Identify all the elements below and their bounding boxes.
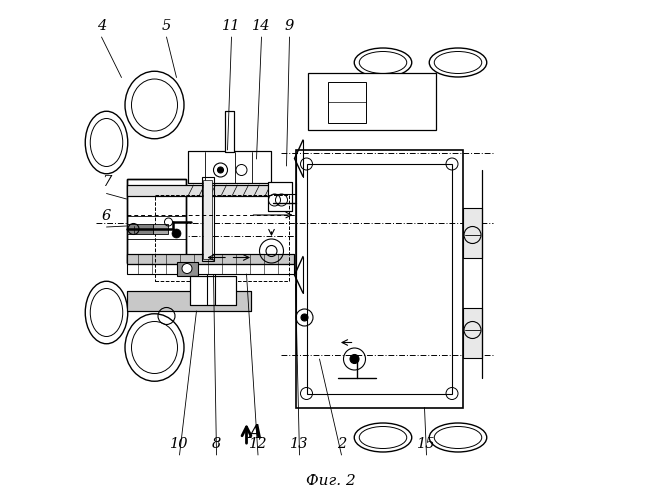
Bar [463, 208, 482, 258]
Bar [126, 291, 251, 311]
Text: 14: 14 [253, 19, 271, 33]
Bar [126, 264, 294, 274]
Bar [126, 291, 251, 311]
Bar [202, 177, 214, 261]
Bar [463, 308, 482, 358]
Text: 13: 13 [290, 437, 309, 451]
Bar [295, 150, 463, 407]
Circle shape [182, 264, 192, 274]
Bar [153, 224, 168, 234]
Bar [268, 182, 292, 211]
Bar [126, 178, 186, 262]
Bar [190, 276, 235, 305]
Bar [126, 185, 286, 196]
Circle shape [172, 229, 181, 238]
Bar [225, 110, 233, 152]
Bar [203, 180, 212, 259]
Text: 15: 15 [417, 437, 436, 451]
Circle shape [217, 167, 223, 173]
Text: Фиг. 2: Фиг. 2 [305, 474, 356, 488]
Bar [126, 178, 186, 262]
Text: 11: 11 [222, 19, 241, 33]
Bar [176, 262, 198, 276]
Bar [126, 185, 286, 196]
Text: 2: 2 [337, 437, 346, 451]
Circle shape [350, 354, 359, 364]
Bar [188, 152, 270, 182]
Bar [190, 276, 235, 305]
Text: 6: 6 [102, 209, 111, 223]
Circle shape [301, 314, 308, 321]
Text: 8: 8 [212, 437, 221, 451]
Bar [268, 182, 292, 211]
Bar [307, 164, 452, 394]
Text: A: A [249, 424, 262, 442]
Bar [126, 224, 153, 234]
Text: 9: 9 [285, 19, 294, 33]
Text: 5: 5 [162, 19, 171, 33]
Bar [126, 254, 294, 264]
Text: 12: 12 [249, 437, 267, 451]
Bar [225, 110, 233, 152]
Text: 7: 7 [102, 176, 111, 190]
Bar [126, 254, 294, 264]
Text: 10: 10 [171, 437, 189, 451]
Bar [308, 72, 436, 130]
Bar [188, 152, 270, 182]
Bar [155, 195, 288, 281]
Bar [328, 82, 366, 122]
Text: 4: 4 [97, 19, 106, 33]
